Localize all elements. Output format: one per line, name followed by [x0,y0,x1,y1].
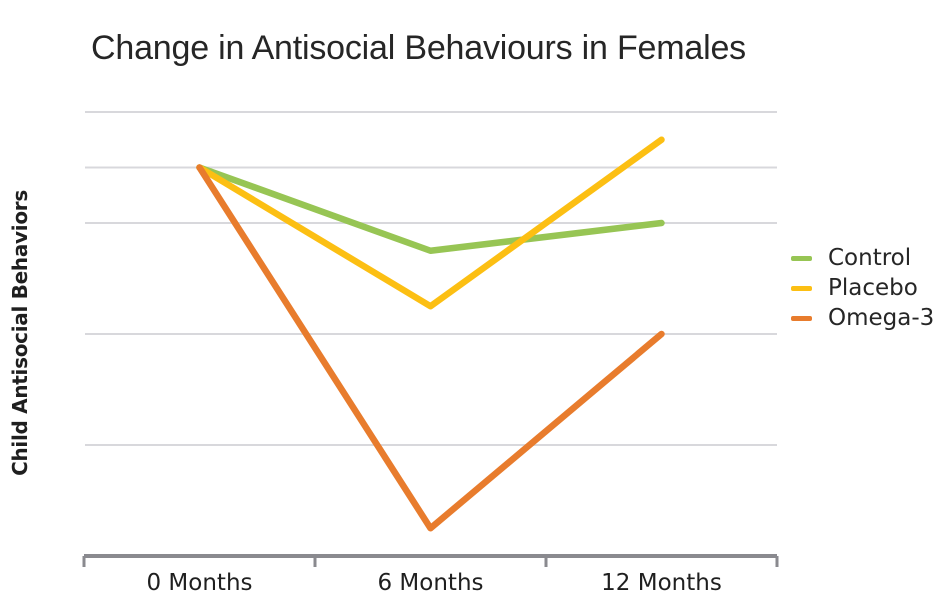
legend-label-control: Control [828,244,912,271]
legend-label-omega-3: Omega-3 [828,304,935,331]
legend-row-placebo: Placebo [791,273,934,303]
x-label-12-months: 12 Months [601,570,722,596]
x-axis-labels: 0 Months 6 Months 12 Months [84,570,777,596]
chart-title: Change in Antisocial Behaviours in Femal… [91,29,746,67]
omega-3-swatch-icon [791,315,812,321]
x-label-6-months: 6 Months [377,570,484,596]
legend-label-placebo: Placebo [828,274,918,301]
legend-row-omega3: Omega-3 [791,303,934,333]
series-line-placebo [196,136,665,310]
legend: Control Placebo Omega-3 [791,243,934,333]
x-label-0-months: 0 Months [146,570,253,596]
placebo-swatch-icon [791,285,812,291]
control-swatch-icon [791,255,812,261]
legend-row-control: Control [791,243,934,273]
series-line-omega-3 [196,164,665,532]
series-line-control [196,164,665,254]
